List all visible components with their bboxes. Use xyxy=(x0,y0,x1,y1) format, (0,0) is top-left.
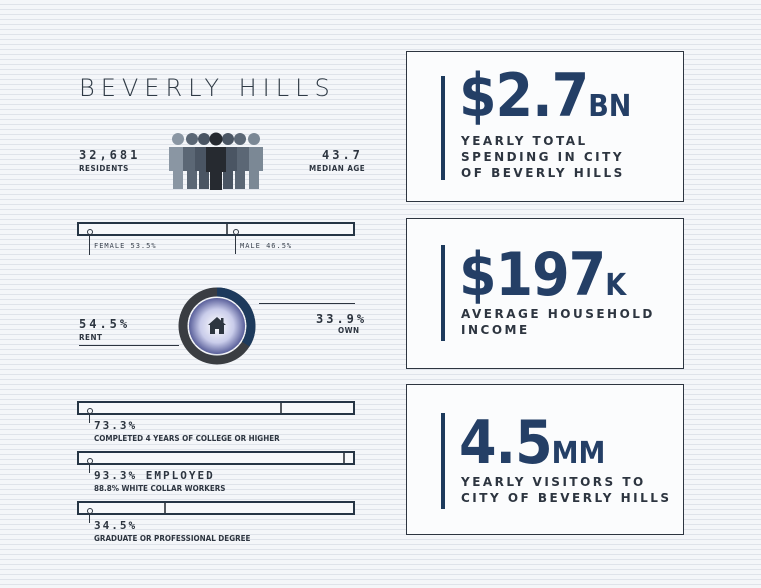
housing-donut xyxy=(178,287,256,365)
visitors-card: 4.5MM YEARLY VISITORS TO CITY OF BEVERLY… xyxy=(406,384,684,535)
median-age-value: 43.7 xyxy=(322,148,363,162)
spending-desc-3: OF BEVERLY HILLS xyxy=(461,166,625,180)
own-line xyxy=(259,303,355,304)
graduate-bar xyxy=(77,501,355,515)
college-marker xyxy=(86,408,93,423)
income-unit: K xyxy=(605,268,627,303)
own-label: OWN xyxy=(338,326,360,335)
rent-label: RENT xyxy=(79,333,103,342)
visitors-amount: 4.5MM xyxy=(459,408,606,478)
graduate-bar-fill xyxy=(79,503,166,513)
visitors-desc-1: YEARLY VISITORS TO xyxy=(461,475,646,489)
rent-value: 54.5% xyxy=(79,317,131,331)
gender-bar-female-fill xyxy=(79,224,228,234)
employed-label: 88.8% WHITE COLLAR WORKERS xyxy=(94,484,226,493)
visitors-unit: MM xyxy=(551,436,606,471)
graduate-marker xyxy=(86,508,93,523)
income-amount: $197K xyxy=(459,240,627,310)
gender-bar xyxy=(77,222,355,236)
median-age-label: MEDIAN AGE xyxy=(309,164,366,173)
graduate-label: GRADUATE OR PROFESSIONAL DEGREE xyxy=(94,534,251,543)
spending-desc-2: SPENDING IN CITY xyxy=(461,150,625,164)
donut-own-segment xyxy=(178,287,256,365)
card-accent xyxy=(441,413,445,509)
spending-card: $2.7BN YEARLY TOTAL SPENDING IN CITY OF … xyxy=(406,51,684,202)
page-title: BEVERLY HILLS xyxy=(79,74,336,102)
card-accent xyxy=(441,76,445,180)
employed-value: 93.3% EMPLOYED xyxy=(94,469,215,482)
female-label: FEMALE 53.5% xyxy=(94,242,157,250)
spending-unit: BN xyxy=(588,89,632,124)
visitors-desc-2: CITY OF BEVERLY HILLS xyxy=(461,491,672,505)
rent-line xyxy=(79,345,179,346)
college-value: 73.3% xyxy=(94,419,138,432)
own-value: 33.9% xyxy=(316,312,368,326)
employed-bar xyxy=(77,451,355,465)
employed-bar-fill xyxy=(79,453,345,463)
residents-label: RESIDENTS xyxy=(79,164,129,173)
college-bar-fill xyxy=(79,403,282,413)
male-marker xyxy=(232,229,239,254)
employed-marker xyxy=(86,458,93,473)
college-label: COMPLETED 4 YEARS OF COLLEGE OR HIGHER xyxy=(94,434,280,443)
people-icon xyxy=(169,132,263,190)
spending-amount: $2.7BN xyxy=(459,61,632,131)
spending-desc-1: YEARLY TOTAL xyxy=(461,134,588,148)
income-desc-1: AVERAGE HOUSEHOLD xyxy=(461,307,655,321)
male-label: MALE 46.5% xyxy=(240,242,293,250)
person-figure xyxy=(169,133,187,189)
residents-value: 32,681 xyxy=(79,148,141,162)
graduate-value: 34.5% xyxy=(94,519,138,532)
income-desc-2: INCOME xyxy=(461,323,530,337)
house-icon xyxy=(208,317,226,334)
card-accent xyxy=(441,245,445,341)
income-card: $197K AVERAGE HOUSEHOLD INCOME xyxy=(406,218,684,369)
college-bar xyxy=(77,401,355,415)
female-marker xyxy=(86,229,93,254)
